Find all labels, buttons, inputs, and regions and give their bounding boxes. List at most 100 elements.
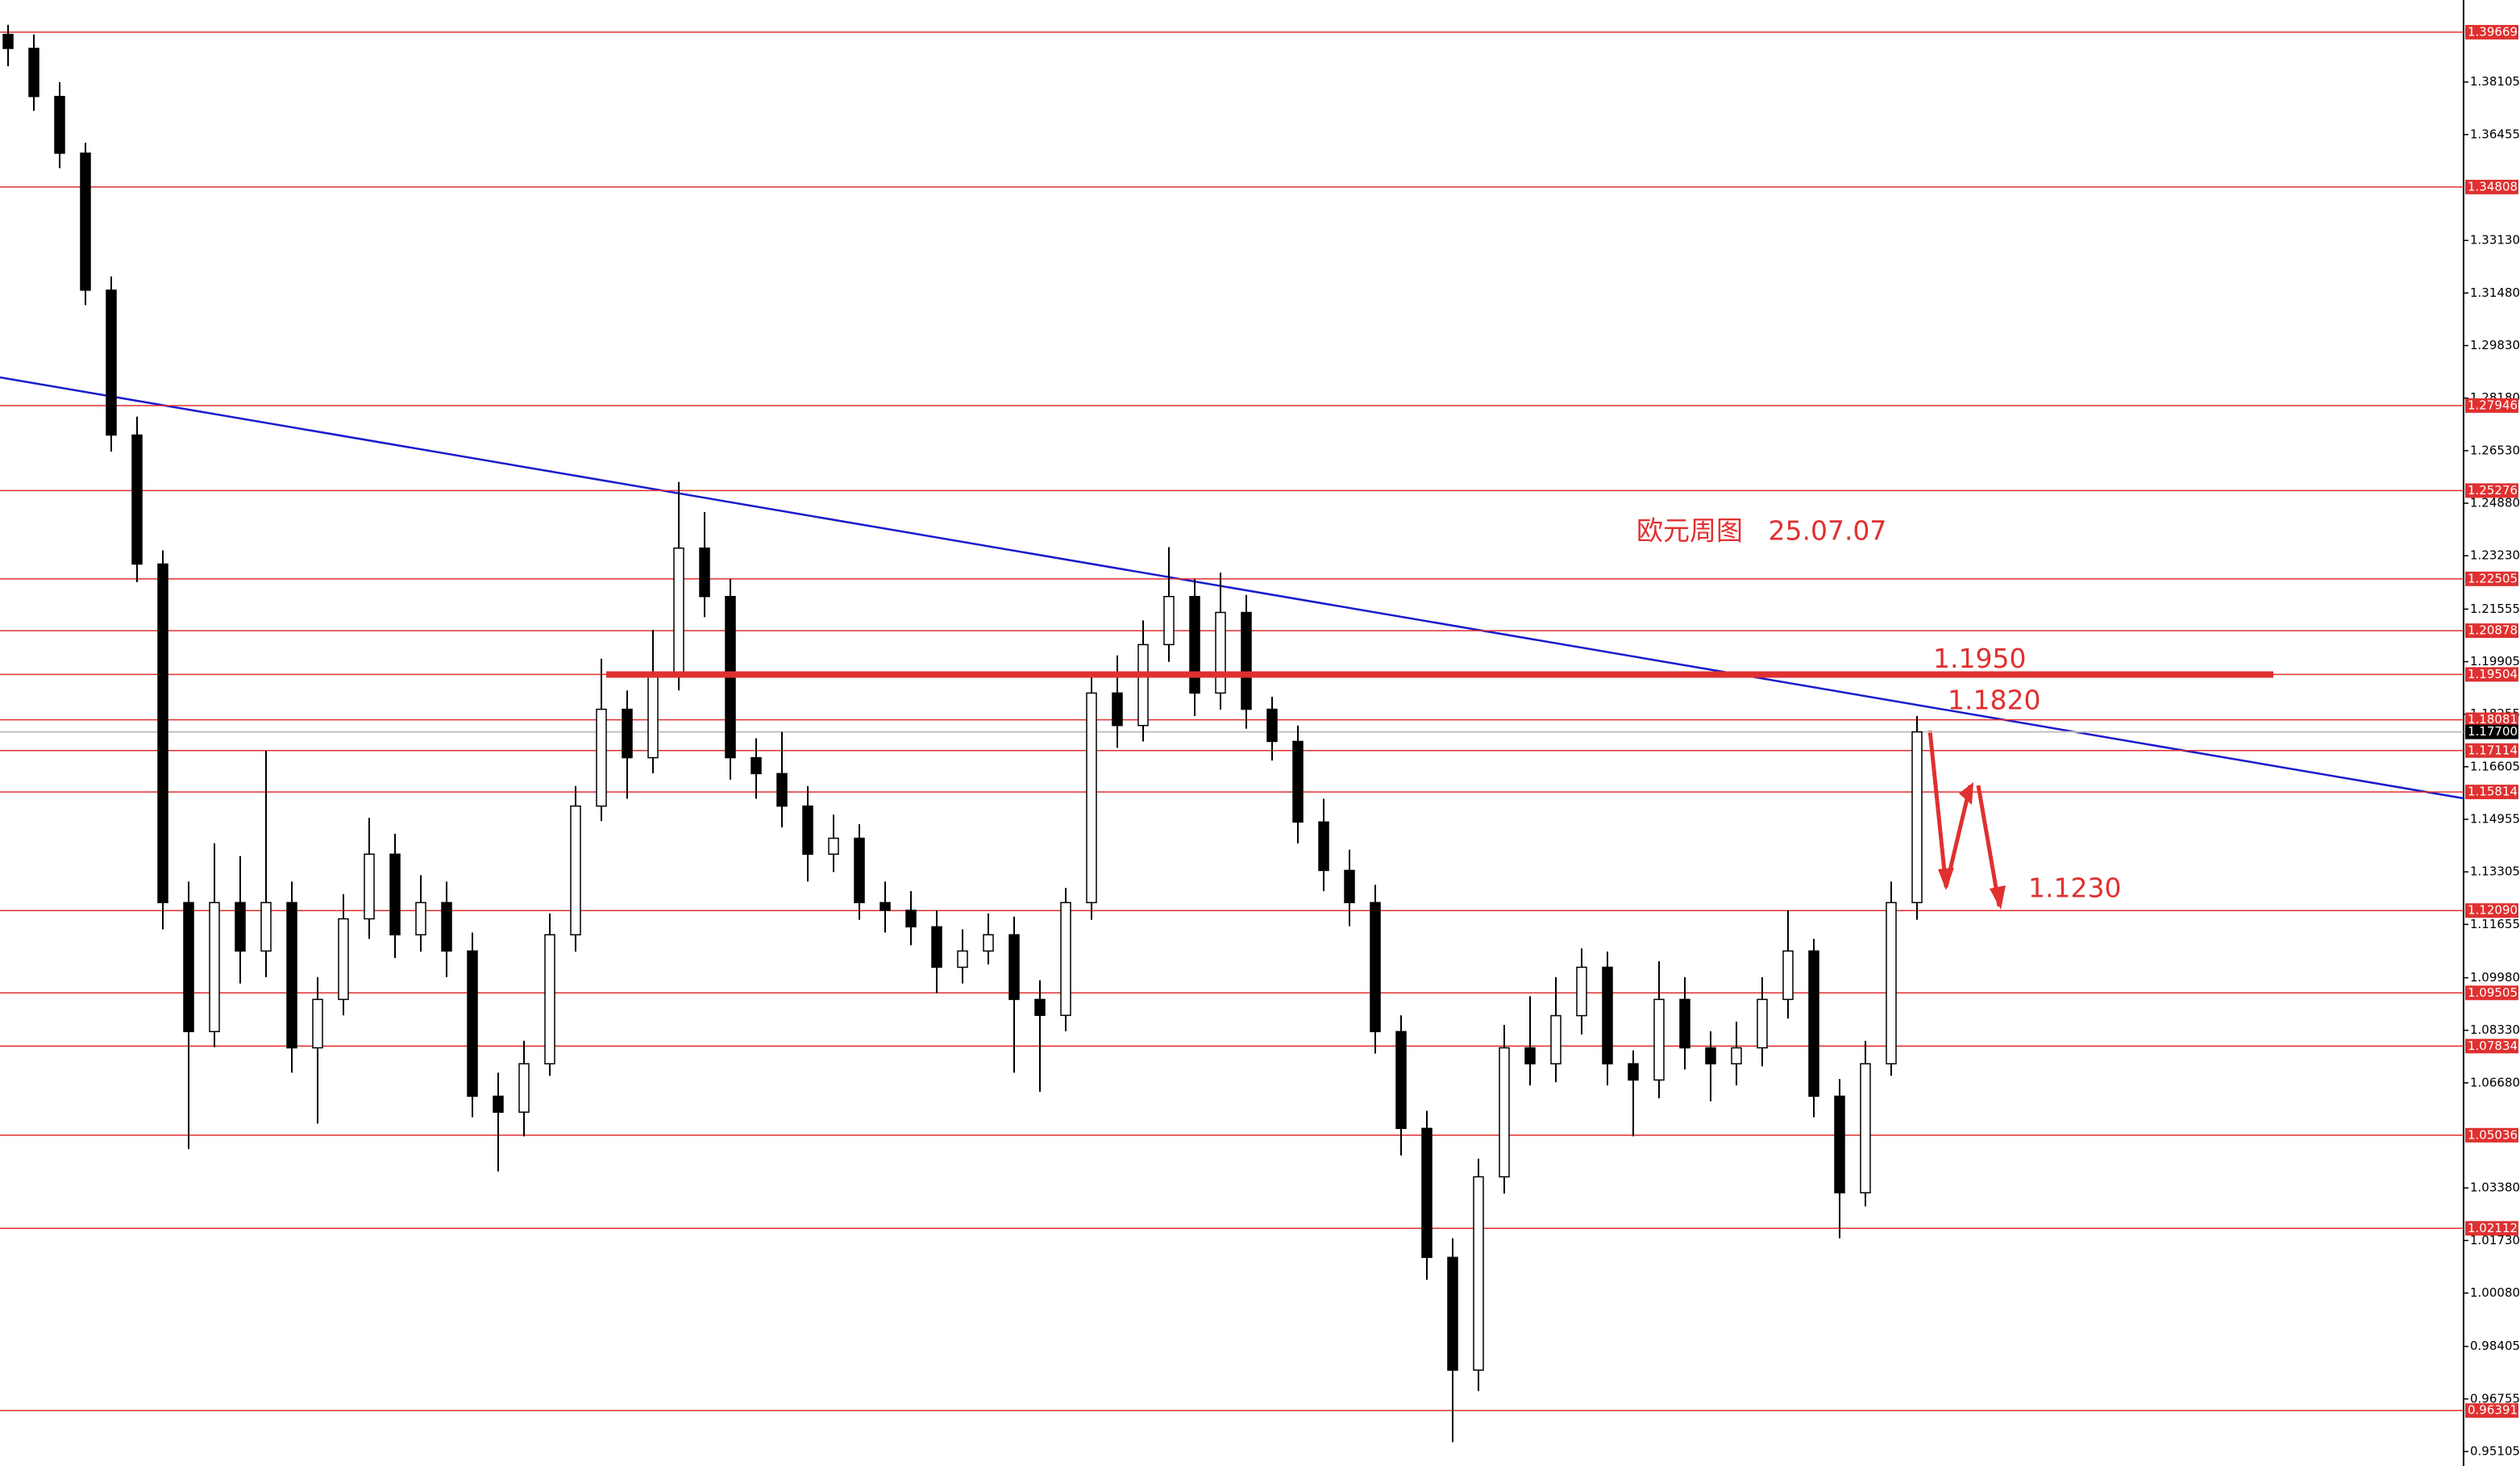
candle-body bbox=[312, 998, 323, 1049]
y-tick-label: 1.36455 bbox=[2470, 127, 2520, 141]
candle-body bbox=[1550, 1014, 1561, 1064]
candle-body bbox=[131, 434, 143, 565]
y-tick-label: 1.11655 bbox=[2470, 917, 2520, 931]
candle-body bbox=[1602, 966, 1613, 1064]
candle-body bbox=[2, 33, 14, 49]
arrow-heads bbox=[1938, 782, 2006, 910]
level-label: 1.25276 bbox=[2468, 483, 2518, 498]
y-tick-label: 1.01730 bbox=[2470, 1233, 2520, 1247]
candle-body bbox=[415, 902, 426, 935]
y-tick-label: 1.14955 bbox=[2470, 812, 2520, 827]
candle-body bbox=[1653, 998, 1665, 1081]
candle-body bbox=[1086, 692, 1097, 904]
candle-body bbox=[1060, 902, 1071, 1016]
chart-title: 欧元周图 25.07.07 bbox=[1636, 515, 1886, 547]
candle-body bbox=[80, 152, 91, 291]
level-label-bg bbox=[2465, 712, 2518, 727]
arrow-head bbox=[1990, 885, 2006, 910]
candle-body bbox=[1189, 596, 1200, 694]
candle-body bbox=[157, 563, 168, 904]
arrow-head bbox=[1938, 868, 1954, 890]
candle-body bbox=[880, 902, 891, 911]
level-label-bg bbox=[2465, 903, 2518, 918]
candle-body bbox=[828, 837, 839, 856]
level-label: 1.12090 bbox=[2468, 903, 2518, 918]
candle-body bbox=[1731, 1047, 1742, 1064]
candle-body bbox=[1499, 1047, 1510, 1178]
y-tick-label: 0.98405 bbox=[2470, 1339, 2520, 1353]
level-label: 1.19504 bbox=[2468, 667, 2518, 681]
candle-body bbox=[802, 805, 813, 856]
level-label: 1.05036 bbox=[2468, 1127, 2518, 1142]
candle-body bbox=[751, 756, 762, 775]
level-label-bg bbox=[2465, 623, 2518, 639]
candle-body bbox=[570, 805, 581, 935]
candle-body bbox=[1834, 1095, 1845, 1193]
level-label-bg bbox=[2465, 667, 2518, 682]
candle-body bbox=[647, 676, 659, 759]
level-label: 1.17114 bbox=[2468, 743, 2518, 757]
level-label: 1.20878 bbox=[2468, 623, 2518, 638]
candle-body bbox=[699, 547, 710, 598]
level-label-bg bbox=[2465, 179, 2518, 194]
candle-body bbox=[1137, 643, 1149, 727]
y-tick-label: 1.29830 bbox=[2470, 338, 2520, 352]
candle-body bbox=[1395, 1031, 1407, 1130]
level-label-bg bbox=[2465, 1039, 2518, 1054]
candle-body bbox=[467, 950, 478, 1097]
y-tick-label: 0.96755 bbox=[2470, 1391, 2520, 1406]
candle-body bbox=[1266, 708, 1278, 743]
candle-body bbox=[235, 902, 246, 952]
candle-body bbox=[1241, 611, 1252, 710]
candle-body bbox=[106, 289, 117, 436]
level-label: 1.27946 bbox=[2468, 398, 2518, 412]
annotation: 1.1230 bbox=[2028, 872, 2121, 903]
candle-body bbox=[1524, 1047, 1536, 1064]
annotation: 1.1950 bbox=[1933, 643, 2026, 674]
level-label-bg bbox=[2465, 398, 2518, 413]
candle-body bbox=[286, 902, 297, 1049]
candle-body bbox=[183, 902, 194, 1033]
level-label: 1.02112 bbox=[2468, 1221, 2518, 1235]
level-label-bg bbox=[2465, 743, 2518, 758]
level-label: 1.07834 bbox=[2468, 1039, 2518, 1053]
level-label: 1.39669 bbox=[2468, 24, 2518, 39]
candle-body bbox=[1215, 611, 1226, 694]
level-label-bg bbox=[2465, 24, 2518, 40]
candle-body bbox=[1705, 1047, 1716, 1064]
candle-body bbox=[905, 910, 917, 928]
y-tick-label: 1.09980 bbox=[2470, 970, 2520, 985]
current-price-label: 1.17700 bbox=[2468, 724, 2518, 739]
candle-body bbox=[1318, 821, 1329, 872]
level-label-bg bbox=[2465, 571, 2518, 586]
candle-body bbox=[54, 95, 65, 154]
level-label: 1.34808 bbox=[2468, 179, 2518, 194]
y-tick-label: 1.38105 bbox=[2470, 74, 2520, 89]
level-label: 1.22505 bbox=[2468, 571, 2518, 585]
candle-body bbox=[1034, 998, 1046, 1016]
candles bbox=[2, 24, 1923, 1443]
candle-body bbox=[673, 547, 684, 678]
candle-body bbox=[28, 48, 40, 98]
annotation: 1.1820 bbox=[1948, 684, 2040, 715]
y-tick-label: 1.23230 bbox=[2470, 548, 2520, 563]
level-label-bg bbox=[2465, 785, 2518, 800]
y-tick-label: 1.33130 bbox=[2470, 233, 2520, 248]
candle-body bbox=[1344, 869, 1355, 904]
level-label: 0.96391 bbox=[2468, 1403, 2518, 1418]
candle-body bbox=[596, 708, 607, 807]
candle-body bbox=[338, 918, 349, 1001]
candle-body bbox=[518, 1063, 530, 1113]
y-tick-label: 1.08330 bbox=[2470, 1022, 2520, 1037]
candle-body bbox=[260, 902, 272, 952]
candle-body bbox=[854, 837, 865, 904]
candle-body bbox=[1886, 902, 1897, 1064]
candle-body bbox=[1292, 740, 1304, 823]
candle-body bbox=[1473, 1176, 1484, 1371]
y-tick-label: 1.16605 bbox=[2470, 759, 2520, 773]
y-tick-label: 0.95105 bbox=[2470, 1444, 2520, 1459]
level-label-bg bbox=[2465, 1403, 2518, 1418]
y-tick-label: 1.24880 bbox=[2470, 496, 2520, 510]
